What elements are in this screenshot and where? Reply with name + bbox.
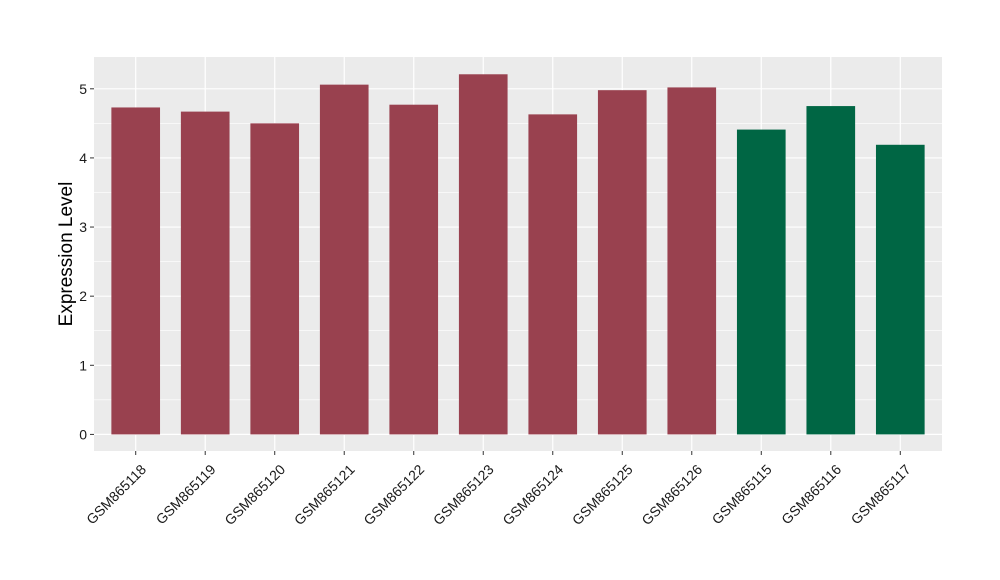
x-tick-label: GSM865124 [499, 461, 566, 528]
bar-gsm865120 [250, 123, 300, 435]
bar-gsm865121 [319, 84, 369, 435]
y-axis: 0 1 2 3 4 5 [79, 81, 94, 442]
y-axis-title: Expression Level [56, 182, 77, 327]
bar-gsm865125 [597, 90, 647, 435]
x-tick-label: GSM865117 [848, 461, 914, 527]
x-tick-label: GSM865123 [430, 461, 497, 528]
x-tick-label: GSM865119 [153, 461, 219, 527]
y-tick-label: 3 [79, 219, 87, 235]
y-tick-label: 4 [79, 150, 87, 166]
bar-gsm865124 [528, 114, 578, 435]
bar-gsm865118 [111, 107, 161, 435]
y-tick-label: 0 [79, 426, 87, 442]
x-tick-label: GSM865115 [709, 461, 775, 527]
x-tick-label: GSM865125 [569, 461, 636, 528]
bar-gsm865116 [806, 106, 856, 435]
minor-gridlines [94, 123, 942, 401]
y-tick-label: 2 [79, 288, 87, 304]
x-tick-label: GSM865120 [221, 461, 288, 528]
y-tick-label: 1 [79, 357, 87, 373]
bar-gsm865115 [736, 129, 786, 435]
x-tick-label: GSM865116 [778, 461, 844, 527]
bar-gsm865117 [875, 144, 925, 435]
x-axis: GSM865118 GSM865119 GSM865120 GSM865121 GSM8… [83, 451, 914, 528]
y-tick-label: 5 [79, 81, 87, 97]
bar-gsm865123 [458, 74, 508, 435]
x-tick-label: GSM865122 [360, 461, 427, 528]
x-tick-label: GSM865121 [291, 461, 358, 528]
bar-gsm865126 [667, 87, 717, 435]
plot-panel [94, 57, 942, 451]
x-tick-label: GSM865126 [638, 461, 705, 528]
bars [111, 74, 925, 435]
x-tick-label: GSM865118 [83, 461, 149, 527]
bar-gsm865122 [389, 104, 439, 435]
bar-gsm865119 [180, 111, 230, 435]
